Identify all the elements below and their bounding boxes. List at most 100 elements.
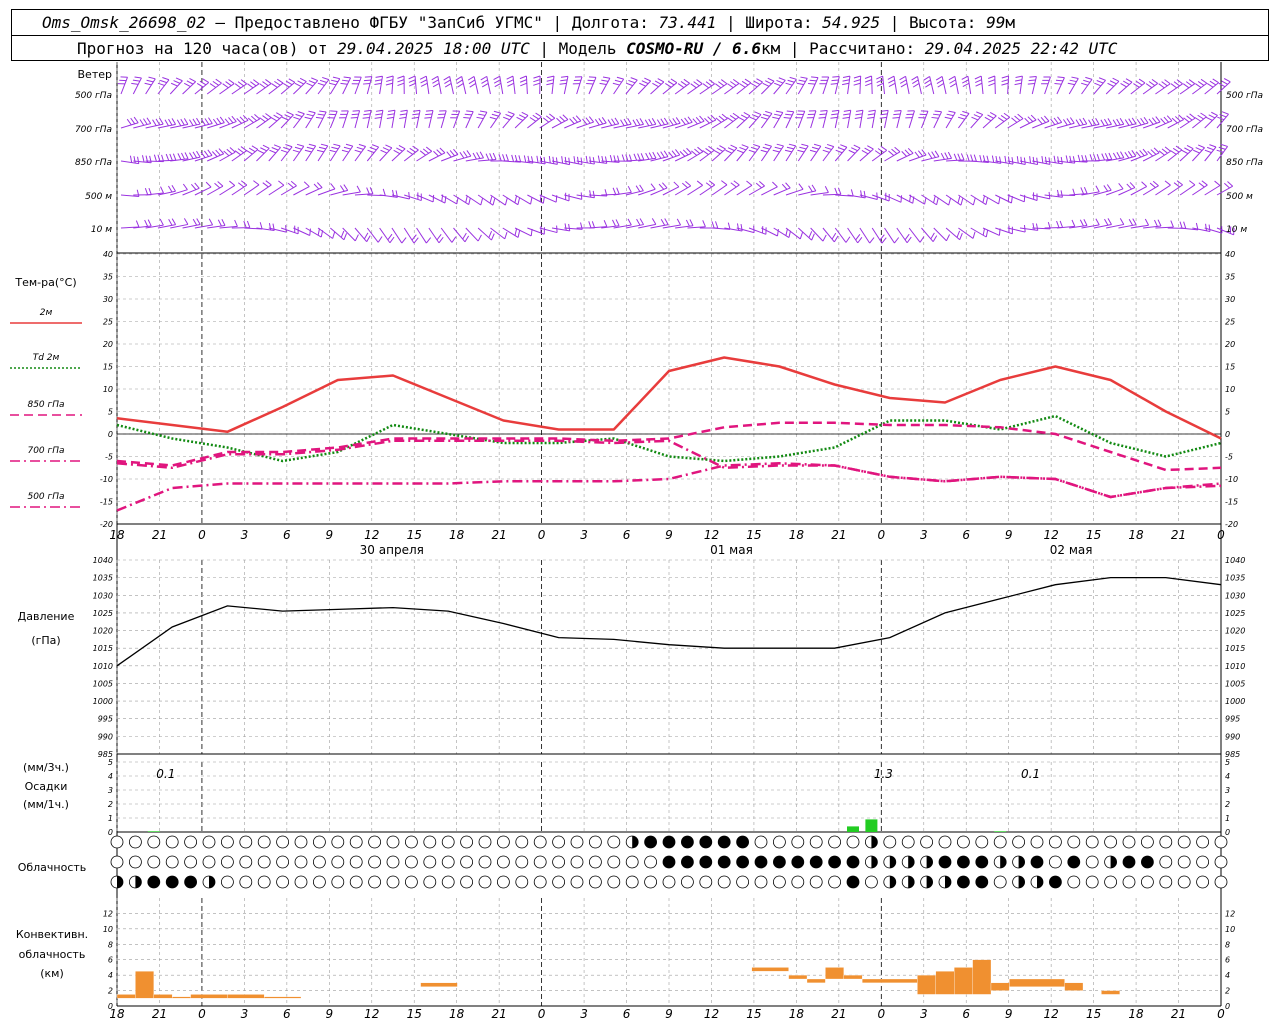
wind-barb-feather: [876, 82, 884, 87]
wind-barb-feather: [611, 118, 616, 125]
hour-tick-label: 15: [1086, 528, 1101, 542]
wind-barb-feather: [1035, 223, 1039, 231]
cloud-clear-icon: [809, 835, 823, 849]
wind-barb-feather: [708, 145, 715, 151]
convective-bar: [135, 971, 154, 999]
wind-barb-feather: [304, 149, 312, 153]
wind-barb-feather: [304, 116, 312, 120]
wind-barb-icon: [908, 149, 927, 162]
wind-barb-feather: [367, 149, 375, 154]
wind-barb-feather: [262, 144, 270, 149]
wind-barb-feather: [597, 155, 601, 163]
wind-barb-feather: [601, 79, 609, 82]
wind-barb-feather: [184, 82, 191, 88]
wind-barb-staff: [588, 226, 607, 229]
hour-tick-label: 9: [1005, 528, 1013, 542]
wind-barb-staff: [773, 187, 791, 196]
wind-barb-staff: [834, 146, 848, 162]
wind-barb-feather: [133, 156, 136, 164]
wind-barb-feather: [1124, 119, 1130, 126]
wind-barb-feather: [686, 147, 692, 154]
wind-barb-icon: [342, 227, 359, 242]
wind-barb-staff: [613, 123, 632, 129]
wind-barb-staff: [354, 193, 373, 196]
wind-barb-staff: [1118, 187, 1136, 196]
y-tick-label-right: 5: [1225, 408, 1230, 417]
wind-barb-icon: [385, 75, 394, 95]
wind-barb-staff: [1143, 225, 1162, 229]
wind-barb-feather: [374, 82, 382, 86]
wind-barb-staff: [1130, 186, 1147, 196]
wind-barb-feather: [362, 116, 370, 119]
wind-barb-feather: [1020, 156, 1023, 164]
wind-barb-feather: [219, 116, 225, 123]
wind-barb-icon: [515, 155, 534, 164]
y-tick-label-left: 1000: [93, 697, 113, 706]
wind-barb-staff: [970, 227, 987, 238]
wind-barb-feather: [459, 152, 465, 159]
wind-barb-icon: [650, 117, 669, 129]
convective-bar: [227, 994, 265, 999]
wind-barb-feather: [561, 156, 564, 164]
cloud-clear-icon: [717, 875, 731, 889]
wind-barb-icon: [674, 78, 690, 95]
hour-tick-label: 15: [407, 528, 422, 542]
wind-barb-staff: [354, 110, 361, 129]
wind-barb-staff: [342, 145, 354, 162]
wind-barb-staff: [711, 118, 728, 129]
wind-barb-feather: [466, 150, 472, 157]
wind-barb-feather: [134, 76, 142, 79]
wind-barb-feather: [869, 237, 875, 244]
hour-tick-label: 21: [152, 528, 167, 542]
wind-barb-feather: [603, 220, 608, 227]
wind-barb-icon: [1143, 219, 1162, 229]
wind-barb-staff: [674, 121, 693, 129]
wind-barb-staff: [1204, 82, 1219, 95]
wind-barb-feather: [924, 79, 931, 85]
wind-barb-feather: [1054, 82, 1062, 85]
wind-barb-staff: [699, 119, 717, 129]
cloud-clear-icon: [1104, 835, 1117, 849]
wind-barb-staff: [449, 76, 454, 95]
wind-barb-feather: [556, 117, 562, 124]
cloud-clear-icon: [589, 835, 602, 849]
cloud-partial-fill: [926, 876, 933, 888]
cloud-partial-fill: [1000, 856, 1007, 868]
wind-barb-feather: [853, 144, 861, 149]
wind-barb-feather: [425, 146, 433, 152]
wind-barb-feather: [1163, 116, 1170, 123]
wind-barb-icon: [958, 227, 976, 239]
cloud-clear-icon: [570, 855, 584, 869]
wind-barb-feather: [683, 78, 690, 84]
wind-barb-feather: [743, 112, 751, 117]
cloud-clear-icon: [368, 835, 382, 849]
wind-barb-feather: [575, 115, 582, 122]
wind-barb-feather: [933, 195, 936, 203]
wind-barb-staff: [256, 184, 272, 196]
wind-barb-staff: [342, 110, 349, 129]
cloud-partial-fill: [945, 876, 951, 888]
wind-barb-staff: [551, 227, 570, 232]
wind-barb-icon: [1142, 78, 1158, 95]
wind-barb-feather: [616, 76, 624, 80]
wind-barb-staff: [674, 82, 690, 95]
wind-barb-staff: [588, 160, 607, 164]
wind-barb-feather: [764, 143, 772, 147]
wind-barb-icon: [847, 190, 866, 199]
wind-barb-staff: [219, 151, 236, 162]
wind-barb-feather: [1053, 155, 1056, 163]
wind-barb-icon: [1118, 78, 1133, 95]
wind-barb-icon: [1093, 77, 1106, 95]
wind-barb-feather: [283, 82, 290, 88]
wind-barb-icon: [1118, 150, 1137, 162]
wind-barb-feather: [1125, 78, 1133, 83]
wind-barb-staff: [120, 160, 139, 165]
wind-barb-icon: [1216, 226, 1235, 236]
wind-level-label-left: 500 гПа: [75, 91, 112, 101]
wind-barb-staff: [933, 157, 952, 162]
wind-barb-feather: [774, 146, 782, 150]
hour-tick-label-bottom: 21: [1171, 1007, 1186, 1021]
wind-barb-icon: [818, 110, 828, 129]
wind-barb-feather: [687, 116, 693, 123]
wind-barb-feather: [1077, 154, 1081, 162]
